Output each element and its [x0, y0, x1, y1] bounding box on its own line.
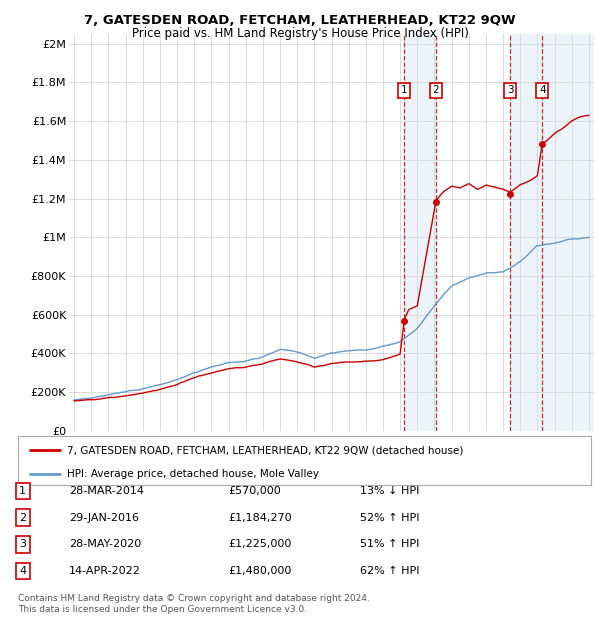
Text: 13% ↓ HPI: 13% ↓ HPI — [360, 486, 419, 496]
Text: Price paid vs. HM Land Registry's House Price Index (HPI): Price paid vs. HM Land Registry's House … — [131, 27, 469, 40]
Bar — [542, 34, 594, 431]
Bar — [510, 34, 542, 431]
Text: 7, GATESDEN ROAD, FETCHAM, LEATHERHEAD, KT22 9QW (detached house): 7, GATESDEN ROAD, FETCHAM, LEATHERHEAD, … — [67, 445, 463, 455]
Text: 1: 1 — [401, 85, 407, 95]
Text: £570,000: £570,000 — [228, 486, 281, 496]
Text: This data is licensed under the Open Government Licence v3.0.: This data is licensed under the Open Gov… — [18, 604, 307, 614]
Text: 51% ↑ HPI: 51% ↑ HPI — [360, 539, 419, 549]
Text: 1: 1 — [19, 486, 26, 496]
Text: 2: 2 — [433, 85, 439, 95]
Text: £1,225,000: £1,225,000 — [228, 539, 292, 549]
Text: 4: 4 — [19, 566, 26, 576]
Text: 28-MAR-2014: 28-MAR-2014 — [69, 486, 144, 496]
Text: 29-JAN-2016: 29-JAN-2016 — [69, 513, 139, 523]
Text: 52% ↑ HPI: 52% ↑ HPI — [360, 513, 419, 523]
Text: 2: 2 — [19, 513, 26, 523]
Text: 7, GATESDEN ROAD, FETCHAM, LEATHERHEAD, KT22 9QW: 7, GATESDEN ROAD, FETCHAM, LEATHERHEAD, … — [84, 14, 516, 27]
Text: 4: 4 — [539, 85, 545, 95]
Text: 3: 3 — [507, 85, 514, 95]
Text: 3: 3 — [19, 539, 26, 549]
Text: £1,480,000: £1,480,000 — [228, 566, 292, 576]
Text: 62% ↑ HPI: 62% ↑ HPI — [360, 566, 419, 576]
Text: £1,184,270: £1,184,270 — [228, 513, 292, 523]
Text: 14-APR-2022: 14-APR-2022 — [69, 566, 141, 576]
Text: Contains HM Land Registry data © Crown copyright and database right 2024.: Contains HM Land Registry data © Crown c… — [18, 593, 370, 603]
Text: 28-MAY-2020: 28-MAY-2020 — [69, 539, 141, 549]
Text: HPI: Average price, detached house, Mole Valley: HPI: Average price, detached house, Mole… — [67, 469, 319, 479]
Bar — [404, 34, 436, 431]
